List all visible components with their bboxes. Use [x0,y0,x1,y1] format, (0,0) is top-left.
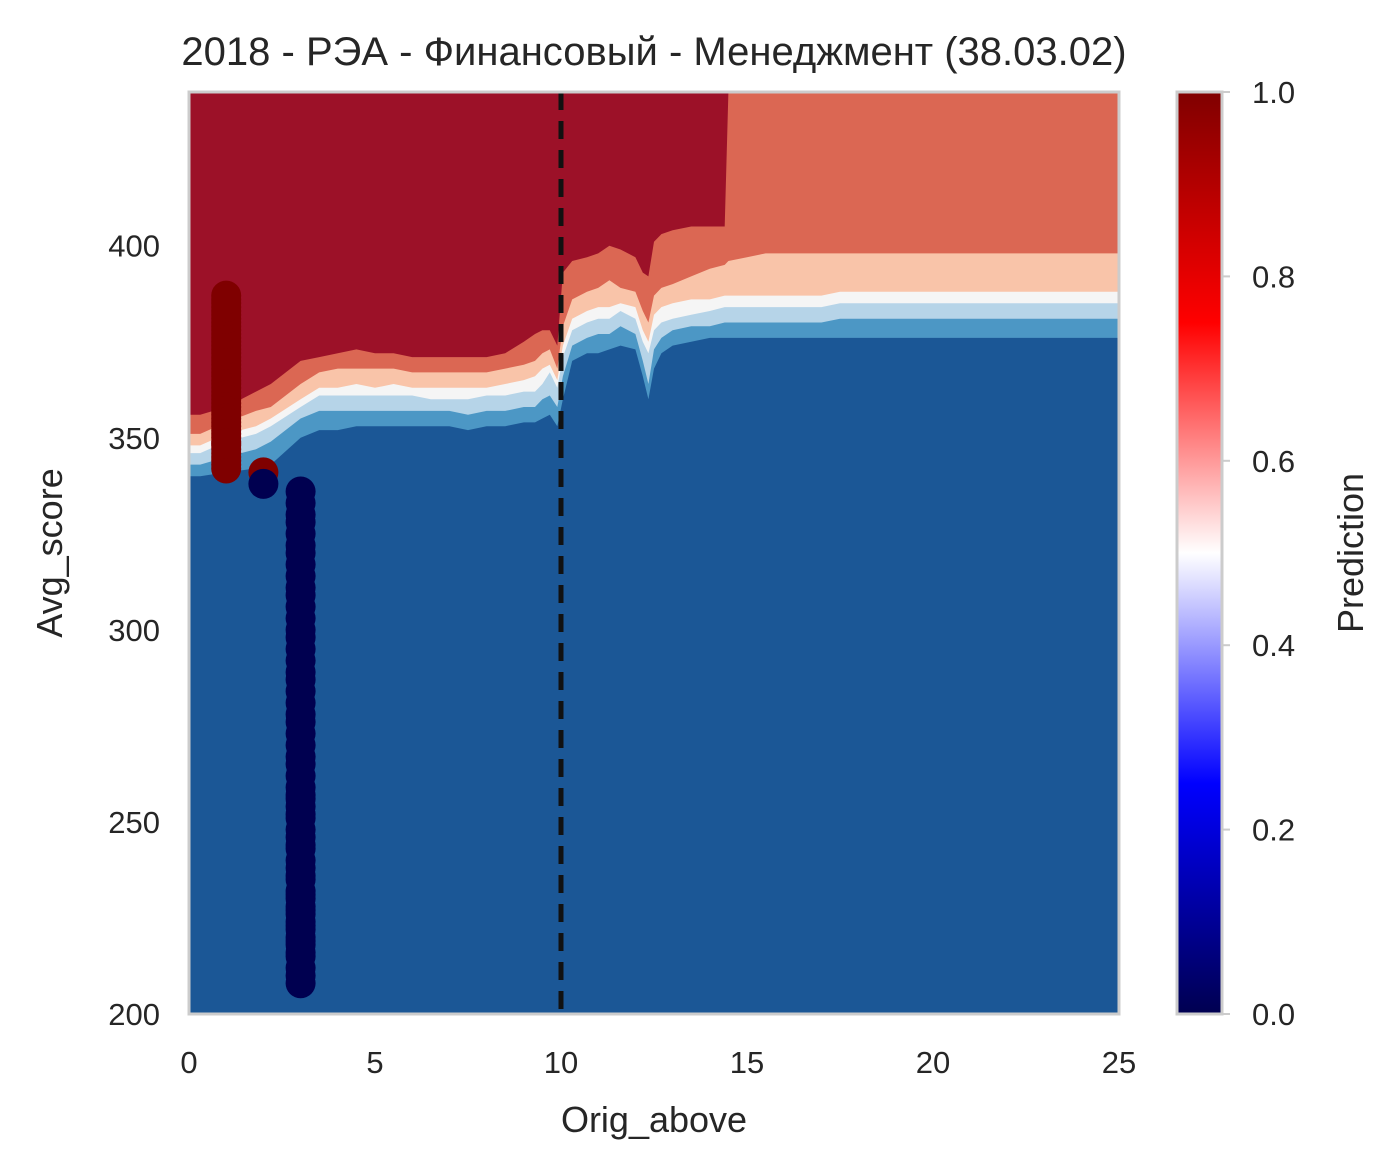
point-class-1 [211,453,242,484]
x-tick-label: 15 [730,1045,764,1080]
point-class-0 [285,799,316,830]
colorbar-tick-label: 1.0 [1252,75,1295,110]
chart-title: 2018 - РЭА - Финансовый - Менеджмент (38… [181,30,1126,74]
x-axis-label: Orig_above [561,1099,747,1140]
x-tick-label: 20 [916,1045,950,1080]
point-class-0 [248,468,279,499]
colorbar-tick-label: 0.2 [1252,813,1295,848]
point-class-0 [285,941,316,972]
y-tick-label: 350 [108,421,160,456]
y-tick-label: 400 [108,229,160,264]
point-class-1 [211,428,242,459]
x-tick-label: 10 [544,1045,578,1080]
colorbar-tick-label: 0.0 [1252,997,1295,1032]
x-tick-label: 5 [366,1045,383,1080]
y-tick-label: 250 [108,805,160,840]
point-class-0 [285,829,316,860]
contour-band-0.9-1.0 [189,92,1119,415]
point-class-1 [211,284,242,315]
colorbar-label: Prediction [1330,473,1371,633]
colorbar-tick-label: 0.4 [1252,628,1295,663]
y-axis-label: Avg_score [29,468,70,637]
x-tick-label: 0 [180,1045,197,1080]
plot-frame [187,90,1121,1016]
colorbar [1175,90,1224,1016]
colorbar-tick-label: 0.6 [1252,444,1295,479]
y-tick-label: 200 [108,997,160,1032]
x-tick-label: 25 [1102,1045,1136,1080]
colorbar-tick-label: 0.8 [1252,259,1295,294]
y-tick-label: 300 [108,613,160,648]
point-class-0 [285,968,316,999]
